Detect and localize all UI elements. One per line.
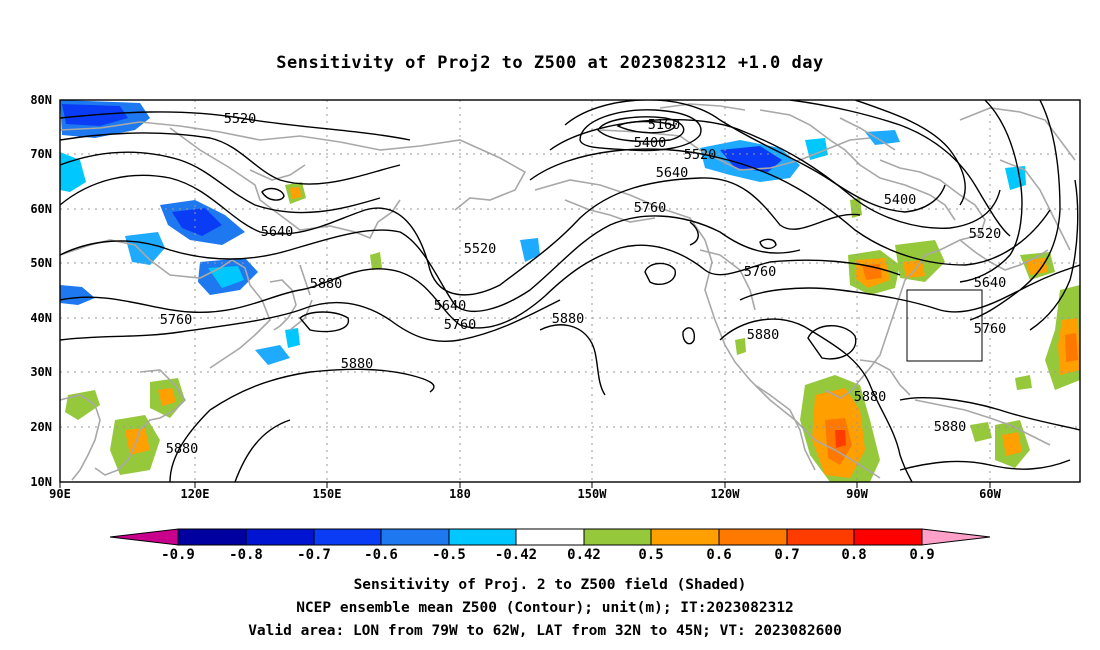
colorbar-tick-label: 0.5 [638, 547, 663, 563]
contour-label: 5520 [684, 147, 717, 163]
lat-label: 40N [30, 311, 52, 325]
caption-line: Sensitivity of Proj. 2 to Z500 field (Sh… [354, 577, 747, 593]
contour-label: 5880 [310, 276, 343, 292]
caption-line: Valid area: LON from 79W to 62W, LAT fro… [248, 623, 842, 639]
colorbar-tick-label: -0.9 [161, 547, 195, 563]
lat-label: 30N [30, 365, 52, 379]
colorbar-tick-label: -0.7 [297, 547, 331, 563]
contour-label: 5520 [224, 111, 257, 127]
contour-label: 5160 [648, 117, 681, 133]
positive-sensitivity-shading [65, 182, 1080, 482]
colorbar-swatch [380, 528, 450, 546]
contour-label: 5400 [634, 135, 667, 151]
caption-line: NCEP ensemble mean Z500 (Contour); unit(… [296, 600, 794, 616]
colorbar: -0.9 -0.8 -0.7 -0.6 -0.5 -0.42 0.42 0.5 … [109, 528, 991, 563]
lon-label: 150W [578, 487, 608, 501]
lon-label: 150E [313, 487, 342, 501]
contour-label: 5880 [166, 441, 199, 457]
contour-label: 5760 [634, 200, 667, 216]
lat-label: 80N [30, 93, 52, 107]
colorbar-swatch [177, 528, 247, 546]
colorbar-swatch [515, 528, 585, 546]
contour-label: 5880 [341, 356, 374, 372]
figure-title: Sensitivity of Proj2 to Z500 at 20230823… [276, 53, 823, 73]
contour-label: 5520 [464, 241, 497, 257]
longitude-labels: 90E 120E 150E 180 150W 120W 90W 60W [49, 487, 1001, 501]
colorbar-tick-label: 0.9 [909, 547, 934, 563]
colorbar-tick-label: 0.42 [567, 547, 601, 563]
colorbar-tick-label: -0.8 [229, 547, 263, 563]
contour-label: 5760 [744, 264, 777, 280]
colorbar-right-arrow [921, 528, 991, 546]
valid-area-box [906, 289, 983, 362]
lon-label: 120E [181, 487, 210, 501]
colorbar-tick-label: 0.6 [706, 547, 731, 563]
contour-label: 5520 [969, 226, 1002, 242]
colorbar-tick-label: 0.7 [774, 547, 799, 563]
lat-label: 60N [30, 202, 52, 216]
lon-label: 60W [979, 487, 1001, 501]
contour-labels: 5520 5160 5400 5520 5640 5760 5520 5640 … [160, 111, 1007, 457]
contour-label: 5640 [974, 275, 1007, 291]
lon-label: 90E [49, 487, 71, 501]
figure-captions: Sensitivity of Proj. 2 to Z500 field (Sh… [248, 577, 842, 639]
colorbar-swatch [313, 528, 382, 546]
lon-label: 180 [449, 487, 471, 501]
colorbar-swatch [786, 528, 855, 546]
graticule [60, 100, 1080, 482]
lon-label: 120W [711, 487, 741, 501]
lat-label: 10N [30, 475, 52, 489]
map-frame [59, 99, 1081, 483]
colorbar-swatch [583, 528, 652, 546]
lat-label: 70N [30, 147, 52, 161]
contour-label: 5400 [884, 192, 917, 208]
colorbar-swatch [853, 528, 923, 546]
contour-label: 5880 [747, 327, 780, 343]
lon-label: 90W [846, 487, 868, 501]
colorbar-swatch [650, 528, 720, 546]
z500-contours [60, 100, 1080, 482]
map-panel: 5520 5160 5400 5520 5640 5760 5520 5640 … [30, 93, 1081, 501]
colorbar-tick-label: 0.8 [841, 547, 866, 563]
tick-marks [59, 482, 991, 488]
contour-label: 5640 [434, 298, 467, 314]
colorbar-left-arrow [109, 528, 179, 546]
contour-label: 5880 [854, 389, 887, 405]
lat-label: 20N [30, 420, 52, 434]
contour-label: 5640 [261, 224, 294, 240]
colorbar-swatch [718, 528, 788, 546]
contour-label: 5760 [160, 312, 193, 328]
coastlines [60, 103, 1076, 481]
colorbar-swatch [245, 528, 315, 546]
contour-label: 5880 [934, 419, 967, 435]
contour-label: 5880 [552, 311, 585, 327]
colorbar-tick-label: -0.42 [495, 547, 537, 563]
colorbar-tick-label: -0.5 [432, 547, 466, 563]
latitude-labels: 80N 70N 60N 50N 40N 30N 20N 10N [30, 93, 52, 489]
contour-label: 5760 [444, 317, 477, 333]
colorbar-swatch [448, 528, 517, 546]
colorbar-tick-label: -0.6 [364, 547, 398, 563]
lat-label: 50N [30, 256, 52, 270]
contour-label: 5640 [656, 165, 689, 181]
contour-label: 5760 [974, 321, 1007, 337]
